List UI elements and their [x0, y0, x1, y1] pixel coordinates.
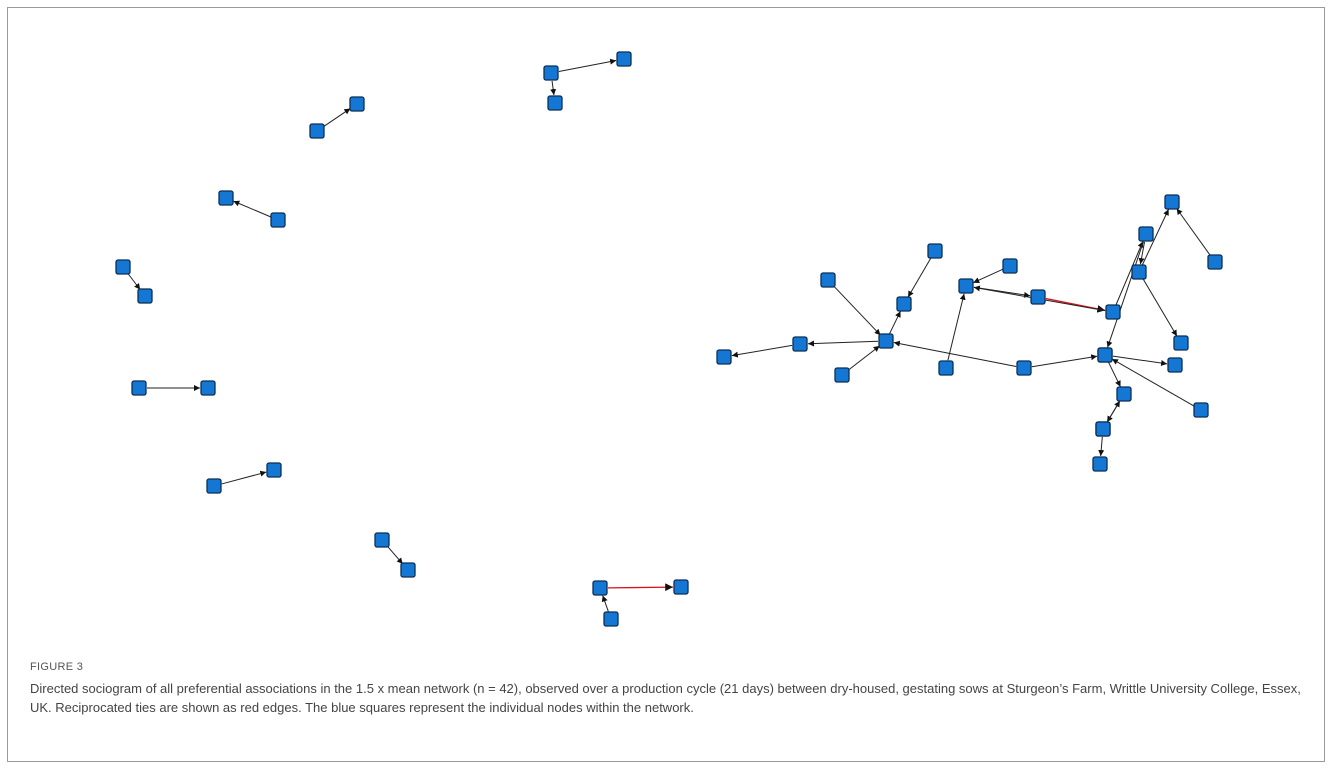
network-node — [206, 478, 222, 494]
directed-edge — [807, 340, 879, 347]
directed-edge — [947, 293, 966, 361]
directed-edge — [889, 310, 901, 335]
directed-edge — [1098, 436, 1105, 457]
directed-edge — [221, 470, 267, 485]
network-node — [1095, 421, 1111, 437]
directed-edge — [233, 200, 271, 218]
network-node — [834, 367, 850, 383]
network-node — [1016, 360, 1032, 376]
network-node — [218, 190, 234, 206]
network-node — [400, 562, 416, 578]
directed-edge — [1141, 209, 1170, 265]
network-node — [896, 296, 912, 312]
network-node — [270, 212, 286, 228]
directed-edge — [1106, 241, 1144, 348]
directed-edge — [1106, 400, 1121, 423]
network-node — [792, 336, 808, 352]
directed-edge — [323, 108, 351, 127]
figure-frame: FIGURE 3 Directed sociogram of all prefe… — [7, 7, 1325, 762]
directed-edge — [848, 345, 880, 371]
network-node — [938, 360, 954, 376]
network-node — [878, 333, 894, 349]
network-node — [137, 288, 153, 304]
network-node — [1116, 386, 1132, 402]
directed-edge — [907, 257, 932, 298]
network-node — [1164, 194, 1180, 210]
network-node — [820, 272, 836, 288]
directed-edge — [386, 545, 404, 565]
network-node — [374, 532, 390, 548]
node-layer — [115, 51, 1223, 627]
directed-edge — [1108, 361, 1121, 388]
directed-edge — [601, 595, 609, 612]
network-node — [266, 462, 282, 478]
network-node — [349, 96, 365, 112]
network-node — [673, 579, 689, 595]
network-node — [1105, 304, 1121, 320]
reciprocated-edge — [607, 583, 674, 592]
network-node — [1131, 264, 1147, 280]
network-node — [616, 51, 632, 67]
network-node — [1173, 335, 1189, 351]
directed-edge — [550, 80, 557, 96]
directed-edge — [973, 268, 1003, 284]
network-node — [716, 349, 732, 365]
network-node — [200, 380, 216, 396]
network-node — [592, 580, 608, 596]
directed-edge — [1138, 241, 1146, 265]
figure-caption: FIGURE 3 Directed sociogram of all prefe… — [30, 661, 1325, 717]
directed-edge — [127, 273, 141, 290]
network-node — [958, 278, 974, 294]
directed-edge — [893, 340, 1017, 367]
network-node — [547, 95, 563, 111]
caption-text: Directed sociogram of all preferential a… — [30, 681, 1301, 715]
sociogram — [115, 51, 1223, 627]
edge-layer — [127, 58, 1211, 612]
network-node — [603, 611, 619, 627]
directed-edge — [558, 58, 617, 72]
network-node — [131, 380, 147, 396]
network-node — [1193, 402, 1209, 418]
network-node — [1092, 456, 1108, 472]
directed-edge — [1112, 355, 1168, 366]
directed-edge — [731, 344, 793, 358]
network-node — [1002, 258, 1018, 274]
directed-edge — [1176, 208, 1211, 256]
network-node — [1097, 347, 1113, 363]
directed-edge — [1031, 354, 1098, 368]
network-node — [115, 259, 131, 275]
network-node — [1207, 254, 1223, 270]
network-node — [927, 243, 943, 259]
network-node — [1167, 357, 1183, 373]
directed-edge — [1111, 358, 1195, 407]
network-node — [543, 65, 559, 81]
directed-edge — [1115, 241, 1144, 305]
directed-edge — [1142, 278, 1178, 337]
network-node — [1138, 226, 1154, 242]
figure-label: FIGURE 3 — [30, 661, 84, 673]
network-node — [309, 123, 325, 139]
directed-edge — [833, 285, 881, 336]
network-node — [1030, 289, 1046, 305]
